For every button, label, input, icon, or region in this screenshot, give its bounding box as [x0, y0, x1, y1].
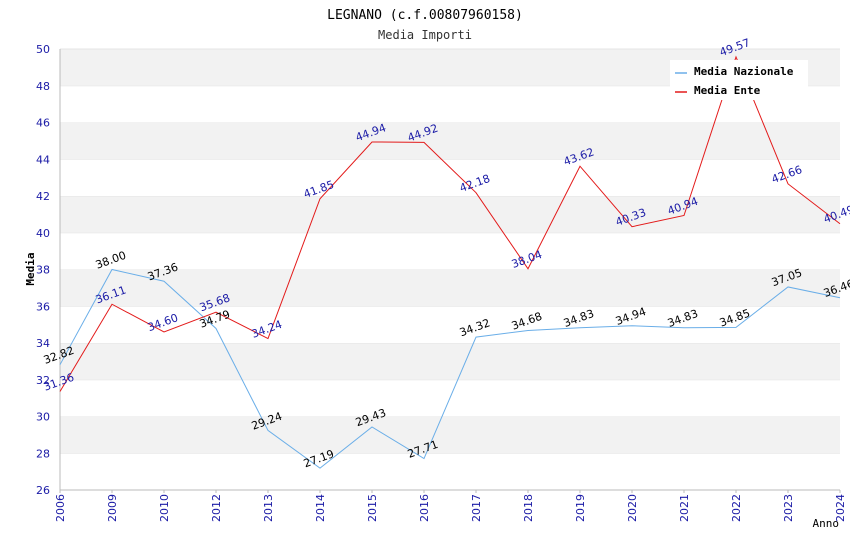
series-lines	[59, 55, 841, 469]
x-tick-label: 2024	[834, 494, 847, 522]
x-tick-label: 2018	[522, 494, 535, 522]
y-tick-label: 36	[36, 300, 50, 313]
grid-band	[60, 232, 840, 270]
x-tick-label: 2010	[158, 494, 171, 522]
grid-band	[60, 122, 840, 160]
x-tick-label: 2014	[314, 494, 327, 522]
y-tick-label: 30	[36, 411, 50, 424]
series-line-media-nazionale	[59, 268, 841, 469]
y-tick-label: 48	[36, 80, 50, 93]
legend-label-media-ente: Media Ente	[694, 84, 761, 97]
x-axis-ticks: 2006 2009 2010 2012 2013 2014 2015 2016 2017 2018…	[54, 490, 847, 522]
x-tick-label: 2019	[574, 494, 587, 522]
grid-band	[60, 343, 840, 380]
series-line-media-ente	[59, 55, 841, 392]
y-axis-ticks: 26 28 30 32 34 36 38 40 42 44 46 48 50	[36, 43, 50, 497]
x-tick-label: 2022	[730, 494, 743, 522]
x-tick-label: 2012	[210, 494, 223, 522]
grid-band	[60, 269, 840, 307]
y-tick-label: 26	[36, 484, 50, 497]
x-tick-label: 2017	[470, 494, 483, 522]
y-tick-label: 46	[36, 117, 50, 130]
x-tick-label: 2023	[782, 494, 795, 522]
y-axis-label: Media	[24, 252, 37, 285]
y-tick-label: 32	[36, 374, 50, 387]
y-tick-label: 28	[36, 447, 50, 460]
chart-subtitle: Media Importi	[378, 28, 472, 42]
x-tick-label: 2013	[262, 494, 275, 522]
y-tick-label: 38	[36, 264, 50, 277]
grid-band	[60, 453, 840, 490]
y-tick-label: 42	[36, 190, 50, 203]
x-tick-label: 2020	[626, 494, 639, 522]
legend: Media Nazionale Media Ente	[670, 60, 808, 100]
y-tick-label: 50	[36, 43, 50, 56]
y-tick-label: 40	[36, 227, 50, 240]
grid-band	[60, 306, 840, 343]
grid-band	[60, 159, 840, 196]
x-tick-label: 2021	[678, 494, 691, 522]
x-axis-label: Anno	[813, 517, 840, 530]
x-tick-label: 2016	[418, 494, 431, 522]
x-tick-label: 2015	[366, 494, 379, 522]
grid-band	[60, 196, 840, 233]
grid-band	[60, 416, 840, 454]
x-tick-label: 2006	[54, 494, 67, 522]
legend-label-media-nazionale: Media Nazionale	[694, 65, 794, 78]
legend-box	[670, 60, 808, 100]
y-tick-label: 44	[36, 153, 50, 166]
chart-title: LEGNANO (c.f.00807960158)	[327, 8, 523, 23]
y-tick-label: 34	[36, 337, 50, 350]
x-tick-label: 2009	[106, 494, 119, 522]
